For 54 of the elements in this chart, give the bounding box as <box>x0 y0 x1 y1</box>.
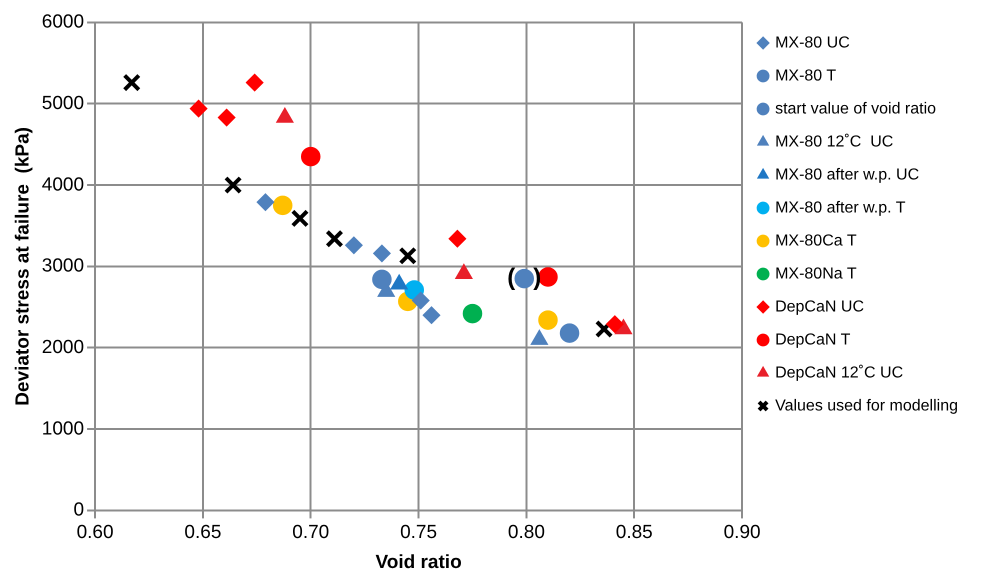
legend-label: MX-80Na T <box>775 265 857 282</box>
point <box>594 320 614 338</box>
point <box>398 246 417 265</box>
x-tick-label: 0.60 <box>76 522 114 544</box>
point <box>412 292 430 310</box>
x-tick-label: 0.70 <box>292 522 330 544</box>
legend-label: MX-80 after w.p. UC <box>775 166 920 184</box>
point <box>606 315 624 333</box>
legend-label: start value of void ratio <box>775 100 936 118</box>
point <box>373 244 391 262</box>
point <box>345 236 363 254</box>
legend-label: DepCaN 12˚C UC <box>775 364 904 382</box>
point <box>256 193 274 211</box>
x-tick-label: 0.85 <box>616 522 653 544</box>
point <box>246 74 264 92</box>
x-tick-label: 0.80 <box>508 522 545 544</box>
x-tick-label: 0.75 <box>400 522 438 544</box>
point <box>448 230 466 248</box>
point <box>272 196 292 216</box>
legend-label: Values used for modelling <box>775 397 958 414</box>
point <box>122 74 141 92</box>
annotation: ( <box>507 264 516 292</box>
y-tick-label: 5000 <box>42 92 84 114</box>
point <box>190 100 208 118</box>
y-tick-label: 6000 <box>42 12 84 33</box>
point <box>560 323 580 343</box>
point <box>224 176 242 194</box>
legend-label: DepCaN UC <box>775 298 864 316</box>
y-tick-label: 0 <box>73 500 84 521</box>
legend-label: MX-80 UC <box>775 34 850 52</box>
legend-label: MX-80 T <box>775 67 836 84</box>
x-axis-title: Void ratio <box>375 552 462 573</box>
point <box>372 270 392 290</box>
point <box>538 310 558 330</box>
legend-label: MX-80Ca T <box>775 232 857 250</box>
point <box>300 146 320 166</box>
point <box>218 108 236 126</box>
point <box>290 209 310 228</box>
legend-label: DepCaN T <box>775 331 851 348</box>
annotation: ) <box>533 264 542 292</box>
y-tick-label: 4000 <box>42 174 84 196</box>
y-tick-label: 1000 <box>42 418 84 440</box>
legend-label: MX-80 after w.p. T <box>775 199 906 216</box>
point <box>462 304 482 324</box>
x-tick-label: 0.90 <box>724 522 761 544</box>
point <box>538 267 558 287</box>
point <box>325 230 344 248</box>
y-axis-title: Deviator stress at failure (kPa) <box>12 127 34 406</box>
point <box>514 268 534 288</box>
y-tick-label: 3000 <box>42 256 84 277</box>
point <box>422 306 440 324</box>
legend-label: MX-80 12˚C UC <box>775 133 894 150</box>
x-tick-label: 0.65 <box>184 522 222 544</box>
y-tick-label: 2000 <box>42 336 84 358</box>
